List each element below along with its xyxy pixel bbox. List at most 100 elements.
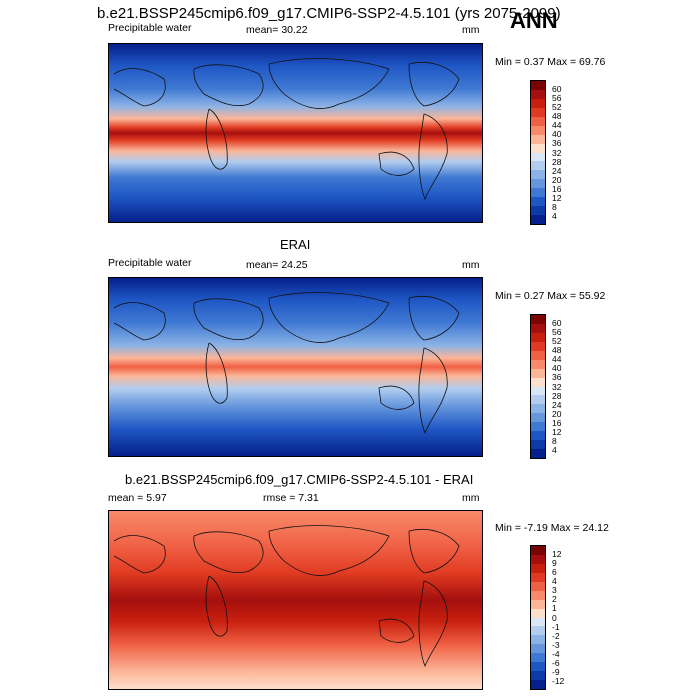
colorbar-swatch: [531, 81, 545, 90]
panel1-tick: 24: [552, 165, 562, 176]
panel1-tick: 16: [552, 183, 562, 194]
colorbar-swatch: [531, 572, 545, 582]
panel3-tick: 6: [552, 567, 557, 578]
colorbar-swatch: [531, 143, 545, 153]
panel1-map: [108, 43, 483, 223]
colorbar-swatch: [531, 617, 545, 627]
panel2-tick: 36: [552, 372, 562, 383]
colorbar-swatch: [531, 332, 545, 342]
colorbar-swatch: [531, 671, 545, 681]
panel1-minmax: Min = 0.37 Max = 69.76: [495, 56, 606, 68]
panel1-tick: 40: [552, 129, 562, 140]
panel3-map: [108, 510, 483, 690]
colorbar-swatch: [531, 341, 545, 351]
panel3-tick: -1: [552, 621, 560, 632]
colorbar-swatch: [531, 662, 545, 672]
panel2-tick: 28: [552, 390, 562, 401]
panel1-tick: 4: [552, 210, 557, 221]
panel2-title: ERAI: [280, 237, 311, 252]
colorbar-swatch: [531, 404, 545, 414]
colorbar-swatch: [531, 161, 545, 171]
colorbar-swatch: [531, 125, 545, 135]
colorbar-swatch: [531, 653, 545, 663]
colorbar-swatch: [531, 170, 545, 180]
colorbar-swatch: [531, 350, 545, 360]
colorbar-swatch: [531, 644, 545, 654]
colorbar-swatch: [531, 554, 545, 564]
colorbar-swatch: [531, 599, 545, 609]
panel1-tick: 60: [552, 84, 562, 95]
colorbar-swatch: [531, 413, 545, 423]
panel3-tick: -3: [552, 639, 560, 650]
colorbar-swatch: [531, 386, 545, 396]
panel1-tick: 36: [552, 138, 562, 149]
panel1-variable-label: Precipitable water: [108, 22, 192, 34]
colorbar-swatch: [531, 197, 545, 207]
panel2-tick: 20: [552, 408, 562, 419]
panel1-tick: 28: [552, 156, 562, 167]
colorbar-swatch: [531, 134, 545, 144]
colorbar-swatch: [531, 315, 545, 324]
panel2-tick: 44: [552, 354, 562, 365]
colorbar-swatch: [531, 590, 545, 600]
panel2-mean-label: mean= 24.25: [246, 259, 308, 271]
panel1-units: mm: [462, 24, 480, 36]
colorbar-swatch: [531, 89, 545, 99]
colorbar-swatch: [531, 368, 545, 378]
panel3-tick: -2: [552, 630, 560, 641]
colorbar-swatch: [531, 323, 545, 333]
colorbar-swatch: [531, 680, 545, 689]
panel2-map: [108, 277, 483, 457]
panel3-minmax: Min = -7.19 Max = 24.12: [495, 522, 609, 534]
colorbar-swatch: [531, 107, 545, 117]
colorbar-swatch: [531, 98, 545, 108]
panel3-tick: 4: [552, 576, 557, 587]
colorbar-swatch: [531, 546, 545, 555]
panel2-units: mm: [462, 259, 480, 271]
colorbar-swatch: [531, 152, 545, 162]
colorbar-swatch: [531, 608, 545, 618]
colorbar-swatch: [531, 581, 545, 591]
panel3-colorbar: [530, 545, 546, 690]
panel3-tick: -9: [552, 666, 560, 677]
colorbar-swatch: [531, 116, 545, 126]
panel2-colorbar: [530, 314, 546, 459]
panel1-mean-label: mean= 30.22: [246, 24, 308, 36]
colorbar-swatch: [531, 359, 545, 369]
panel1-tick: 48: [552, 111, 562, 122]
colorbar-swatch: [531, 440, 545, 450]
panel3-title: b.e21.BSSP245cmip6.f09_g17.CMIP6-SSP2-4.…: [125, 472, 474, 487]
panel2-tick: 24: [552, 399, 562, 410]
colorbar-swatch: [531, 395, 545, 405]
panel3-units: mm: [462, 492, 480, 504]
panel3-tick: -6: [552, 657, 560, 668]
panel1-tick: 52: [552, 102, 562, 113]
panel2-tick: 32: [552, 381, 562, 392]
panel1-tick: 8: [552, 201, 557, 212]
panel3-tick: -4: [552, 648, 560, 659]
colorbar-swatch: [531, 377, 545, 387]
colorbar-swatch: [531, 431, 545, 441]
panel2-tick: 16: [552, 417, 562, 428]
panel3-tick: 12: [552, 549, 562, 560]
panel2-tick: 4: [552, 444, 557, 455]
panel3-rmse-label: rmse = 7.31: [263, 492, 319, 504]
panel3-tick: -12: [552, 675, 565, 686]
panel1-tick: 20: [552, 174, 562, 185]
panel2-tick: 40: [552, 363, 562, 374]
colorbar-swatch: [531, 215, 545, 224]
panel2-minmax: Min = 0.27 Max = 55.92: [495, 290, 606, 302]
panel2-tick: 8: [552, 435, 557, 446]
panel3-tick: 1: [552, 603, 557, 614]
panel2-tick: 52: [552, 336, 562, 347]
panel2-tick: 12: [552, 426, 562, 437]
season-label: ANN: [510, 8, 558, 33]
panel3-tick: 3: [552, 585, 557, 596]
colorbar-swatch: [531, 206, 545, 216]
panel1-tick: 44: [552, 120, 562, 131]
panel2-tick: 60: [552, 318, 562, 329]
panel1-tick: 56: [552, 93, 562, 104]
panel3-tick: 2: [552, 594, 557, 605]
panel2-tick: 56: [552, 327, 562, 338]
panel2-tick: 48: [552, 345, 562, 356]
